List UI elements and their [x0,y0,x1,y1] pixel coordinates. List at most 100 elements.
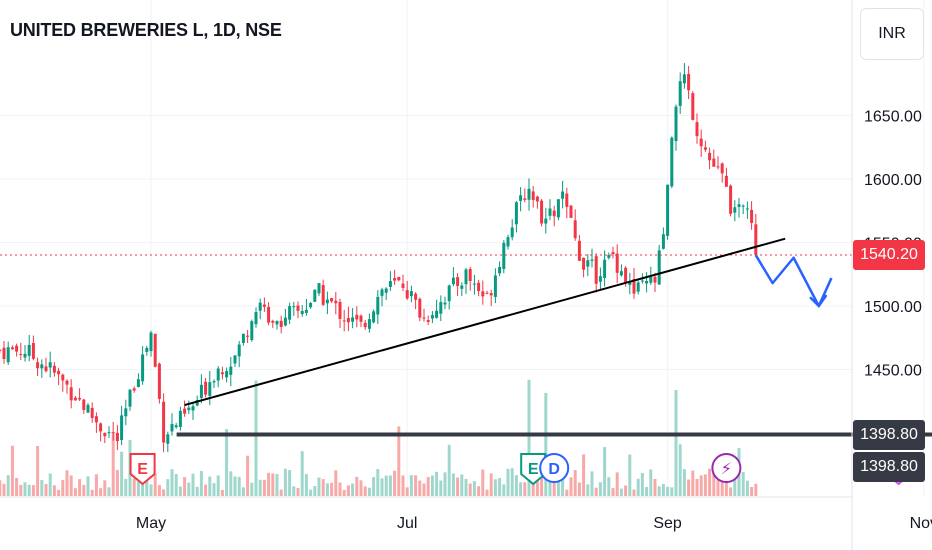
volume-bar [661,484,665,496]
candle-body [535,196,539,202]
volume-bar [745,480,749,496]
candle-body [342,320,346,322]
volume-bar [468,483,472,496]
candle-body [363,322,367,328]
volume-bar [401,475,405,496]
candle-body [296,305,300,311]
candle-body [573,220,577,239]
volume-bar [61,479,65,496]
volume-bar [313,485,317,496]
candle-body [334,300,338,304]
candle-body [544,218,548,224]
candle-body [645,280,649,284]
volume-bar [493,479,497,496]
candle-body [52,365,56,373]
volume-bar [2,483,6,496]
candle-body [6,347,10,363]
candle-body [237,344,241,357]
volume-bar [687,479,691,496]
volume-bar [342,489,346,496]
time-axis[interactable]: MayJulSepNov202 [0,496,932,532]
candle-body [632,279,636,294]
x-tick-label: Sep [653,515,682,532]
candle-body [548,208,552,216]
earnings-marker: E [129,453,156,486]
volume-bar [649,469,653,496]
volume-bar [556,470,560,496]
candle-body [351,317,355,322]
last-price-badge: 1540.20 [853,239,925,270]
candle-body [636,282,640,292]
volume-bar [733,475,737,496]
volume-bar [657,486,661,496]
volume-bar [187,482,191,496]
candle-body [510,227,514,238]
volume-bar [708,468,712,496]
candle-body [187,407,191,411]
volume-bar [409,475,413,496]
volume-bar [603,447,607,496]
y-tick-label: 1650.00 [864,109,922,126]
dividend-badge [539,453,570,483]
volume-bar [674,389,678,496]
candle-body [754,224,758,255]
currency-button[interactable]: INR [860,8,924,60]
volume-bar [460,474,464,496]
volume-bar [405,487,409,496]
volume-bar [548,472,552,496]
volume-bar [653,478,657,496]
candle-body [61,374,65,381]
candle-body [430,315,434,319]
chart-grid [0,0,925,496]
x-tick-label: Nov [910,515,932,532]
candle-body [661,234,665,249]
candle-body [691,93,695,120]
volume-bar [481,469,485,496]
volume-bar [422,483,426,496]
volume-bar [359,480,363,496]
candle-body [506,237,510,247]
volume-bar [220,489,224,496]
volume-bar [456,477,460,496]
candle-body [216,368,220,381]
candle-body [292,306,296,308]
candle-body [565,193,569,207]
volume-bar [292,486,296,496]
volume-bar [0,480,2,496]
volume-bar [750,487,754,496]
volume-bar [153,473,157,496]
volume-bar [577,482,581,496]
volume-bar [52,485,56,496]
candle-body [472,283,476,285]
candle-body [695,122,699,137]
volume-bar [636,478,640,496]
volume-bar [565,489,569,496]
volume-bar [510,468,514,496]
candle-body [409,291,413,297]
candle-body [712,158,716,167]
candle-body [724,175,728,187]
volume-bar [502,484,506,496]
projection-arrow[interactable] [754,254,833,308]
volume-bar [254,380,258,496]
support-price-badge-copy: 1398.80 [853,451,925,482]
volume-bar [191,473,195,496]
candle-body [94,416,98,423]
arrowhead-icon [809,294,828,308]
candle-body [82,399,86,410]
candle-body [367,319,371,329]
candle-body [598,276,602,282]
candle-body [733,207,737,213]
volume-bar [754,483,758,496]
volume-bar [619,488,623,496]
volume-bar [212,483,216,496]
volume-bar [267,472,271,496]
volume-bar [271,473,275,496]
candle-body [153,333,157,367]
volume-bar [90,489,94,496]
trend-line[interactable] [184,237,786,407]
volume-bar [351,483,355,496]
candle-body [279,320,283,328]
support-price-badge: 1398.80 [853,419,925,450]
